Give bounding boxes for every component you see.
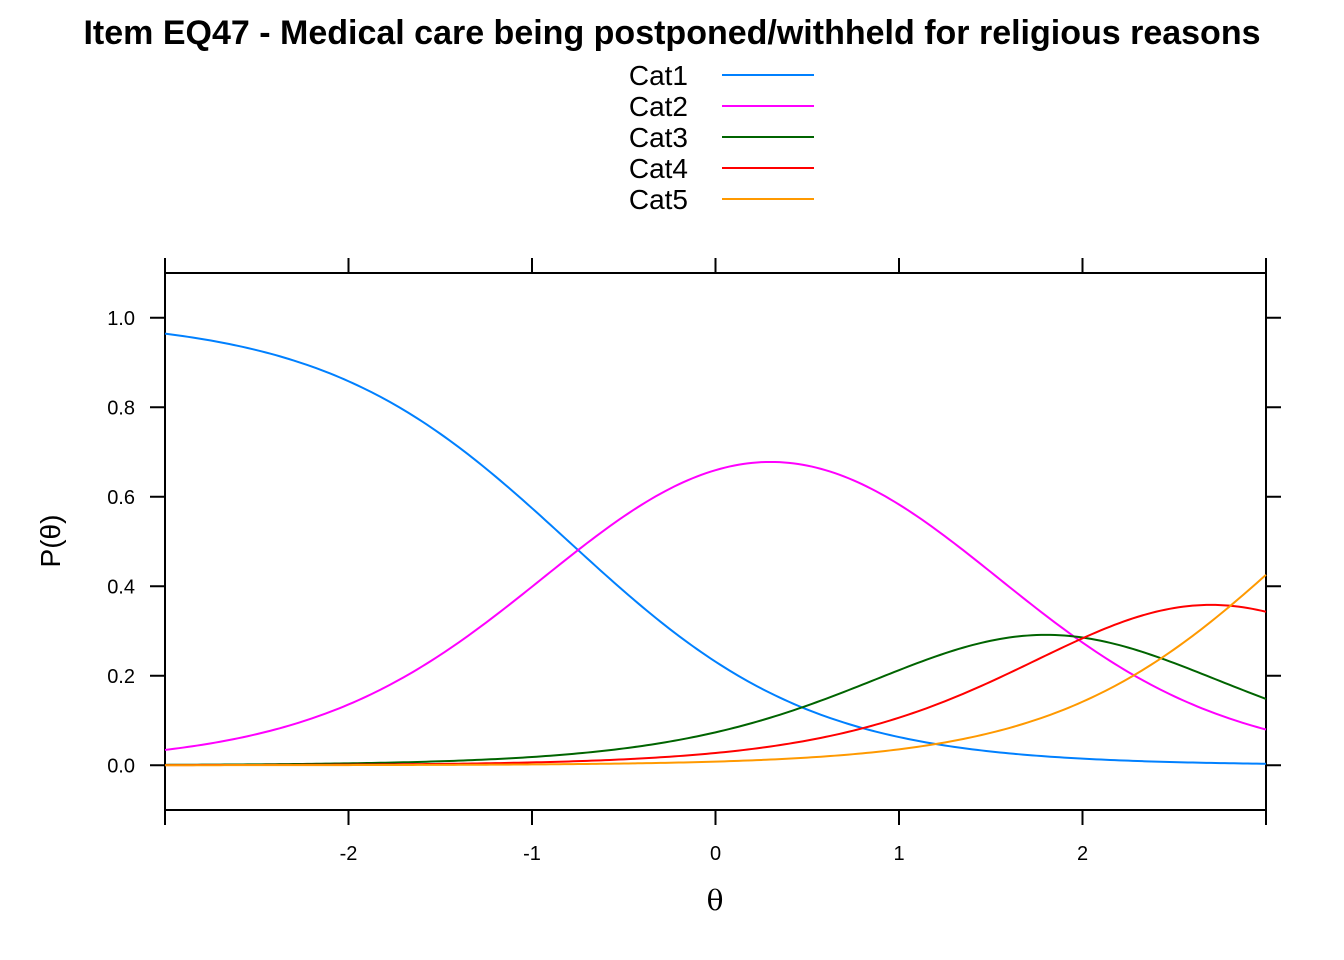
series-line-cat4 bbox=[164, 603, 1267, 767]
x-tick-label: 1 bbox=[893, 843, 904, 865]
plot-frame bbox=[164, 272, 1267, 811]
y-tick-label: 0.4 bbox=[107, 576, 135, 598]
y-tick-label: 0.0 bbox=[107, 755, 135, 777]
y-tick-label: 0.6 bbox=[107, 487, 135, 509]
legend-label-cat2: Cat2 bbox=[629, 91, 688, 122]
y-axis-label: P(θ) bbox=[35, 515, 66, 568]
series-line-cat5 bbox=[165, 574, 1267, 767]
series-line-cat1 bbox=[164, 332, 1267, 765]
legend-label-cat1: Cat1 bbox=[629, 60, 688, 91]
legend-label-cat3: Cat3 bbox=[629, 122, 688, 153]
x-axis: -2 -1 0 1 2 bbox=[164, 258, 1267, 865]
x-axis-label: θ bbox=[707, 884, 724, 917]
series-curves bbox=[164, 332, 1267, 767]
series-line-cat2 bbox=[164, 460, 1267, 751]
y-tick-label: 0.8 bbox=[107, 397, 135, 419]
y-axis: 0.0 0.2 0.4 0.6 0.8 1.0 bbox=[107, 308, 1281, 777]
x-tick-label: -2 bbox=[340, 843, 358, 865]
x-tick-label: 0 bbox=[710, 843, 721, 865]
plot-area: -2 -1 0 1 2 0.0 0.2 0.4 0.6 0.8 1.0 bbox=[107, 258, 1281, 865]
legend-label-cat4: Cat4 bbox=[629, 153, 688, 184]
y-tick-label: 0.2 bbox=[107, 666, 135, 688]
legend-label-cat5: Cat5 bbox=[629, 184, 688, 215]
chart-title: Item EQ47 - Medical care being postponed… bbox=[83, 14, 1260, 52]
x-tick-label: 2 bbox=[1077, 843, 1088, 865]
y-tick-label: 1.0 bbox=[107, 308, 135, 330]
x-tick-label: -1 bbox=[523, 843, 541, 865]
